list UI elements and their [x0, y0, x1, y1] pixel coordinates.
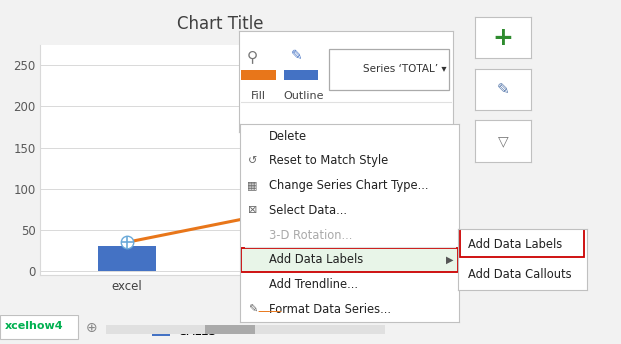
- Text: Select Data...: Select Data...: [269, 204, 347, 217]
- Text: Outline: Outline: [283, 91, 324, 101]
- Text: Add Data Labels: Add Data Labels: [468, 238, 562, 251]
- Text: ✎: ✎: [497, 82, 509, 97]
- Text: ✎: ✎: [248, 304, 257, 314]
- Legend: SALES: SALES: [147, 321, 220, 343]
- Bar: [0, 315, 78, 339]
- Text: Chart Title: Chart Title: [177, 15, 264, 33]
- Text: +: +: [492, 26, 514, 50]
- Bar: [241, 69, 276, 80]
- Text: Fill: Fill: [251, 91, 266, 101]
- Text: ⚲: ⚲: [247, 49, 258, 64]
- Bar: [286, 44, 316, 77]
- Text: ↺: ↺: [248, 156, 257, 166]
- Text: 3-D Rotation...: 3-D Rotation...: [269, 229, 352, 241]
- Bar: [329, 49, 449, 90]
- Text: Add Data Callouts: Add Data Callouts: [468, 268, 572, 281]
- Text: ▦: ▦: [247, 181, 258, 191]
- Text: ——: ——: [258, 305, 283, 318]
- Bar: [205, 325, 255, 334]
- Text: Format Data Series...: Format Data Series...: [269, 303, 391, 316]
- Bar: [284, 69, 319, 80]
- Bar: [240, 247, 459, 272]
- Text: xcelhow4: xcelhow4: [4, 321, 63, 332]
- Bar: [241, 248, 458, 272]
- Bar: [243, 44, 273, 77]
- Text: Delete: Delete: [269, 130, 307, 143]
- Text: ✎: ✎: [291, 49, 303, 63]
- Text: ⊕: ⊕: [86, 321, 97, 335]
- Bar: [98, 246, 156, 271]
- Bar: [460, 229, 584, 257]
- Text: Add Data Labels: Add Data Labels: [269, 253, 363, 266]
- Text: ▶: ▶: [446, 255, 453, 265]
- Text: ▽: ▽: [497, 134, 509, 148]
- Text: Change Series Chart Type...: Change Series Chart Type...: [269, 179, 428, 192]
- Text: Reset to Match Style: Reset to Match Style: [269, 154, 388, 168]
- Bar: [242, 238, 300, 271]
- Text: Add Trendline...: Add Trendline...: [269, 278, 358, 291]
- Bar: [106, 325, 385, 334]
- Text: Series ‘TOTAL’ ▾: Series ‘TOTAL’ ▾: [363, 64, 447, 74]
- Text: ⊠: ⊠: [248, 205, 257, 215]
